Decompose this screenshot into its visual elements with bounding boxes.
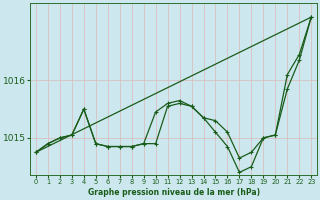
X-axis label: Graphe pression niveau de la mer (hPa): Graphe pression niveau de la mer (hPa) bbox=[88, 188, 260, 197]
